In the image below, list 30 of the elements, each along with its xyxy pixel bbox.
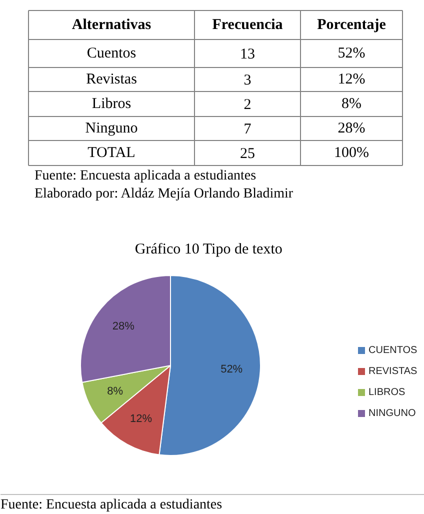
data-label: 52% [220,363,243,376]
chart-title: Gráfico 10 Tipo de texto [134,242,282,258]
legend-label: NINGUNO [368,408,416,419]
text: 8% [342,96,362,112]
text: Libros [92,96,132,112]
text: TOTAL [88,145,136,161]
text: Revistas [86,72,138,88]
text: 100% [334,145,369,161]
text: 13 [240,46,255,62]
text: 28% [338,120,366,136]
text: Ninguno [85,120,138,136]
text: Frecuencia [212,17,284,33]
text: 25 [240,146,255,162]
legend-label: CUENTOS [368,345,418,356]
legend-label: LIBROS [368,387,406,398]
text: Alternativas [72,17,152,33]
text: Elaborado por: Aldáz Mejía Orlando Bladimir [34,186,294,202]
data-label: 12% [130,413,152,426]
legend-label: REVISTAS [368,366,418,377]
source-note: Fuente: Encuesta aplicada a estudiantes [0,498,222,512]
text: 52% [338,46,366,62]
source-note: Fuente: Encuesta aplicada a estudiantes [34,168,256,184]
data-label: 28% [112,320,135,332]
text: 12% [338,72,366,88]
data-label: 8% [107,386,124,398]
text: Porcentaje [317,17,386,33]
text: 3 [244,72,252,88]
text: Cuentos [86,46,136,62]
text: 7 [244,122,252,138]
text: 2 [244,97,252,113]
